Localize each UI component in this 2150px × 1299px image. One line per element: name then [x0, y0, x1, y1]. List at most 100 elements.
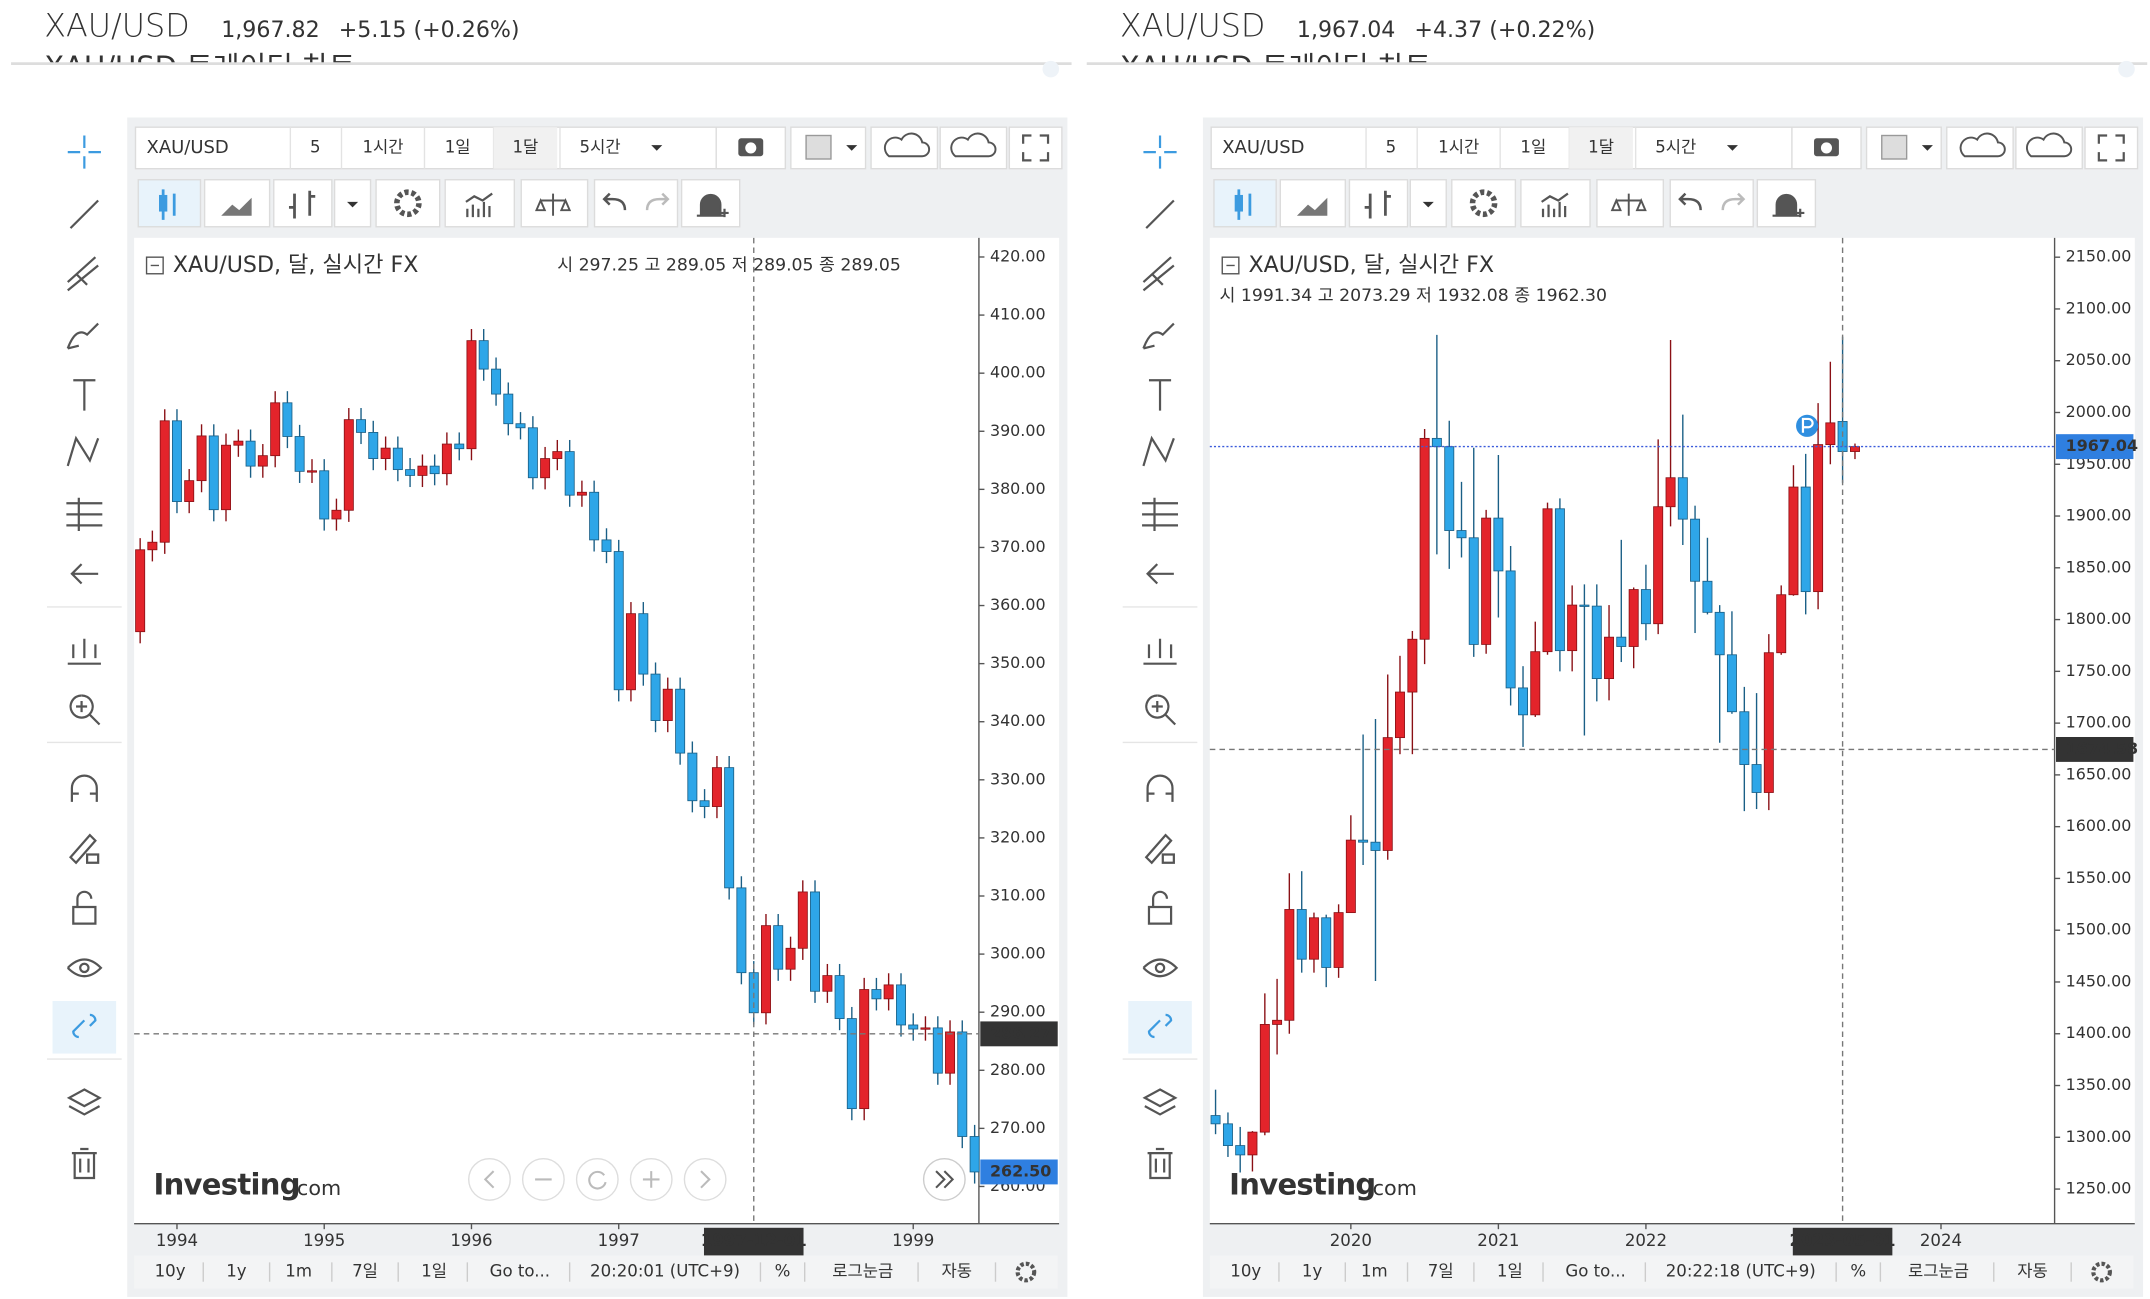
interval-button[interactable]: 1시간	[362, 137, 403, 156]
settings-gear[interactable]	[2091, 1261, 2112, 1283]
y-tick-label: 1450.00	[2066, 971, 2132, 990]
tool-icon[interactable]	[1145, 694, 1177, 726]
goto-button[interactable]: Go to...	[1565, 1262, 1625, 1281]
interval-button[interactable]: 5	[310, 137, 321, 156]
range-button[interactable]: 1일	[421, 1262, 447, 1281]
tool-icon[interactable]	[1147, 1147, 1173, 1180]
tool-icon[interactable]	[67, 256, 99, 292]
header-cover	[27, 64, 1051, 115]
interval-button[interactable]: 1일	[445, 137, 471, 156]
toolbar-button[interactable]	[137, 179, 202, 228]
log-button[interactable]: 로그눈금	[832, 1262, 893, 1281]
toolbar-button[interactable]	[870, 126, 939, 170]
toolbar-button[interactable]	[1213, 179, 1277, 228]
toolbar-button[interactable]	[273, 179, 333, 228]
toolbar-button[interactable]	[715, 126, 787, 170]
auto-button[interactable]: 자동	[2017, 1262, 2048, 1281]
nav-button[interactable]	[468, 1157, 511, 1201]
icon-glyph	[1147, 890, 1173, 925]
toolbar-button[interactable]	[203, 179, 271, 228]
percent-button[interactable]: %	[1850, 1262, 1866, 1281]
y-tick-label: 410.00	[990, 305, 1046, 324]
interval-button[interactable]: 1달	[1588, 137, 1614, 156]
tool-icon[interactable]	[1143, 135, 1177, 169]
toolbar-button[interactable]	[520, 179, 589, 228]
toolbar-button[interactable]	[2084, 126, 2139, 170]
tool-icon[interactable]	[1142, 256, 1175, 292]
toolbar-button[interactable]	[1008, 126, 1063, 170]
crosshair-x-box	[1792, 1227, 1893, 1256]
tool-icon[interactable]	[66, 435, 100, 467]
tool-icon[interactable]	[66, 958, 103, 978]
tool-icon[interactable]	[71, 1147, 97, 1180]
tool-icon[interactable]	[70, 774, 98, 802]
toolbar-button[interactable]	[1279, 179, 1346, 228]
icon-glyph	[1142, 256, 1175, 292]
interval-button[interactable]: 1시간	[1438, 137, 1479, 156]
range-button[interactable]: 10y	[155, 1262, 186, 1281]
candle-body	[1518, 687, 1529, 716]
nav-button[interactable]	[683, 1157, 727, 1201]
toolbar-button[interactable]	[375, 179, 441, 228]
candle-body	[797, 891, 808, 949]
tool-icon[interactable]	[1144, 833, 1175, 865]
tool-icon[interactable]	[69, 199, 99, 229]
nav-button[interactable]	[575, 1157, 619, 1201]
range-button[interactable]: 1m	[1361, 1262, 1388, 1281]
legend-ohlc: 시 297.25 고 289.05 저 289.05 종 289.05	[557, 255, 901, 275]
range-button[interactable]: 1m	[285, 1262, 312, 1281]
toolbar-button[interactable]	[1348, 179, 1409, 228]
settings-gear[interactable]	[1015, 1261, 1037, 1283]
tool-icon[interactable]	[66, 497, 103, 531]
tool-icon[interactable]	[1143, 638, 1177, 665]
interval-active	[493, 127, 558, 169]
tool-icon[interactable]	[1142, 958, 1179, 978]
range-button[interactable]: 7일	[1428, 1262, 1454, 1281]
range-button[interactable]: 1y	[226, 1262, 247, 1281]
toolbar-button[interactable]	[444, 179, 516, 228]
range-button[interactable]: 7일	[352, 1262, 378, 1281]
interval-button[interactable]: 5시간	[580, 137, 621, 156]
tool-icon[interactable]	[69, 833, 100, 865]
range-button[interactable]: 10y	[1230, 1262, 1261, 1281]
tool-icon[interactable]	[1147, 890, 1173, 925]
tool-icon[interactable]	[72, 1013, 97, 1039]
interval-button[interactable]: 1일	[1520, 137, 1546, 156]
tool-icon[interactable]	[1142, 322, 1175, 350]
tool-icon[interactable]	[69, 694, 101, 726]
tool-icon[interactable]	[66, 322, 99, 350]
tool-icon[interactable]	[1142, 1088, 1178, 1116]
tool-icon[interactable]	[73, 379, 96, 411]
compare-icon	[1610, 193, 1647, 216]
tool-icon[interactable]	[66, 1088, 102, 1116]
tool-icon[interactable]	[1148, 379, 1172, 411]
range-button[interactable]: 1일	[1497, 1262, 1523, 1281]
interval-button[interactable]: 5시간	[1655, 137, 1696, 156]
toolbar-button[interactable]	[1520, 179, 1591, 228]
percent-button[interactable]: %	[775, 1262, 791, 1281]
y-tick-label: 300.00	[990, 944, 1046, 963]
candle-body	[1431, 437, 1442, 448]
tool-icon[interactable]	[67, 135, 101, 169]
toolbar-button[interactable]	[1210, 126, 1807, 170]
toolbar-button[interactable]	[1451, 179, 1517, 228]
tool-icon[interactable]	[67, 638, 101, 665]
tool-icon[interactable]	[1142, 435, 1175, 467]
candle-body	[343, 419, 354, 511]
interval-button[interactable]: 1달	[512, 137, 538, 156]
tool-icon[interactable]	[72, 890, 97, 925]
interval-button[interactable]: 5	[1386, 137, 1397, 156]
tool-icon[interactable]	[1145, 199, 1175, 229]
range-button[interactable]: 1y	[1302, 1262, 1323, 1281]
log-button[interactable]: 로그눈금	[1908, 1262, 1969, 1281]
auto-button[interactable]: 자동	[942, 1262, 973, 1281]
tool-icon[interactable]	[1146, 563, 1174, 585]
tool-icon[interactable]	[70, 563, 99, 585]
tool-icon[interactable]	[1142, 497, 1179, 531]
toolbar-button[interactable]	[1596, 179, 1665, 228]
candle-body	[932, 1027, 943, 1074]
toolbar-button[interactable]	[1946, 126, 2014, 170]
goto-button[interactable]: Go to...	[490, 1262, 550, 1281]
tool-icon[interactable]	[1147, 1013, 1173, 1039]
tool-icon[interactable]	[1146, 774, 1174, 802]
